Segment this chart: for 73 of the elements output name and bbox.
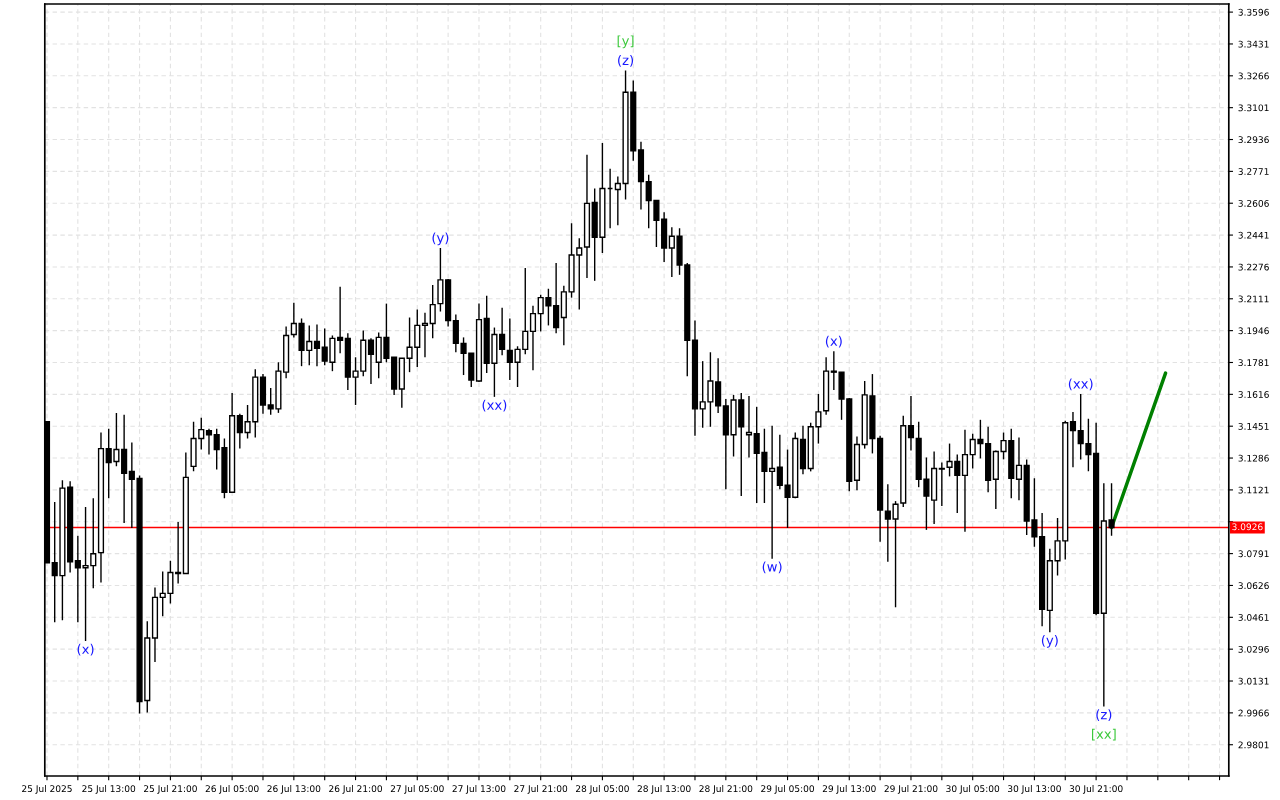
x-tick-label: 29 Jul 05:00 (761, 785, 815, 794)
y-tick-label: 3.0131 (1238, 677, 1269, 685)
y-tick-label: 3.2111 (1238, 295, 1269, 303)
candlestick (175, 521, 182, 585)
x-tick-label: 30 Jul 05:00 (946, 785, 1000, 794)
y-tick-label: 3.3101 (1238, 104, 1269, 112)
candlestick (121, 414, 128, 524)
x-tick-label: 27 Jul 13:00 (452, 785, 506, 794)
annotation: (x) (825, 335, 842, 348)
candlestick (499, 306, 506, 357)
x-tick-label: 29 Jul 21:00 (884, 785, 938, 794)
candlestick (938, 461, 945, 507)
candlestick (745, 395, 753, 459)
y-tick-label: 3.1616 (1238, 391, 1269, 398)
annotation: (xx) (482, 399, 507, 412)
annotation: (xx) (1068, 378, 1093, 391)
y-tick-label: 3.3266 (1238, 72, 1269, 80)
annotation: (x) (77, 643, 94, 656)
y-tick-label: 3.1781 (1238, 359, 1269, 367)
x-tick-label: 30 Jul 13:00 (1008, 785, 1061, 794)
y-tick-label: 3.2441 (1238, 231, 1269, 239)
candlestick (437, 247, 444, 313)
candlestick (1069, 411, 1077, 469)
annotation: (y) (432, 232, 449, 246)
candlestick (429, 284, 436, 340)
ref-line-label: 3.0926 (1232, 523, 1263, 531)
candlestick (1015, 436, 1023, 501)
x-tick-label: 26 Jul 13:00 (267, 785, 321, 794)
y-tick-label: 3.1121 (1238, 486, 1269, 494)
x-tick-label: 25 Jul 21:00 (144, 785, 197, 794)
y-tick-label: 2.9801 (1238, 741, 1269, 749)
annotation: [xx] (1092, 728, 1116, 741)
y-tick-label: 3.0626 (1238, 582, 1269, 590)
candlestick (529, 305, 537, 371)
y-tick-label: 3.0296 (1238, 645, 1269, 653)
annotation: (z) (1096, 709, 1112, 722)
annotation: [y] (617, 35, 634, 49)
x-tick-label: 28 Jul 21:00 (699, 785, 753, 794)
x-tick-label: 30 Jul 21:00 (1069, 785, 1123, 794)
annotation: (z) (618, 54, 634, 67)
candlestick (205, 428, 213, 456)
y-tick-label: 3.2936 (1238, 136, 1269, 144)
y-tick-label: 3.1946 (1238, 327, 1269, 335)
x-tick-label: 25 Jul 13:00 (82, 785, 136, 794)
annotation: (y) (1041, 634, 1058, 648)
candlestick (907, 395, 915, 452)
candlestick (337, 286, 344, 354)
x-tick-label: 28 Jul 05:00 (576, 785, 629, 794)
x-tick-label: 27 Jul 05:00 (390, 785, 444, 794)
y-tick-label: 3.2276 (1238, 263, 1269, 271)
x-tick-label: 26 Jul 21:00 (329, 785, 383, 794)
x-tick-label: 27 Jul 21:00 (514, 785, 568, 794)
y-tick-label: 3.2771 (1238, 168, 1269, 175)
candlestick (715, 357, 722, 414)
candlestick (961, 428, 969, 533)
y-tick-label: 3.3431 (1238, 40, 1269, 48)
y-tick-label: 3.3596 (1238, 8, 1269, 16)
y-tick-label: 3.2606 (1238, 199, 1269, 207)
y-tick-label: 3.1451 (1238, 422, 1269, 430)
candlestick (769, 425, 776, 560)
y-tick-label: 3.1286 (1238, 454, 1269, 462)
x-tick-label: 25 Jul 2025 (22, 785, 72, 794)
y-tick-label: 2.9966 (1238, 709, 1269, 717)
x-tick-label: 28 Jul 13:00 (637, 785, 691, 794)
y-tick-label: 3.0461 (1238, 614, 1269, 621)
annotation: (w) (762, 561, 782, 574)
x-tick-label: 26 Jul 05:00 (205, 785, 259, 794)
candlestick (367, 337, 375, 385)
candlestick (553, 262, 560, 335)
x-tick-label: 29 Jul 13:00 (822, 785, 876, 794)
candlestick (313, 323, 321, 367)
y-tick-label: 3.0791 (1238, 550, 1269, 558)
candlestick (421, 311, 429, 358)
